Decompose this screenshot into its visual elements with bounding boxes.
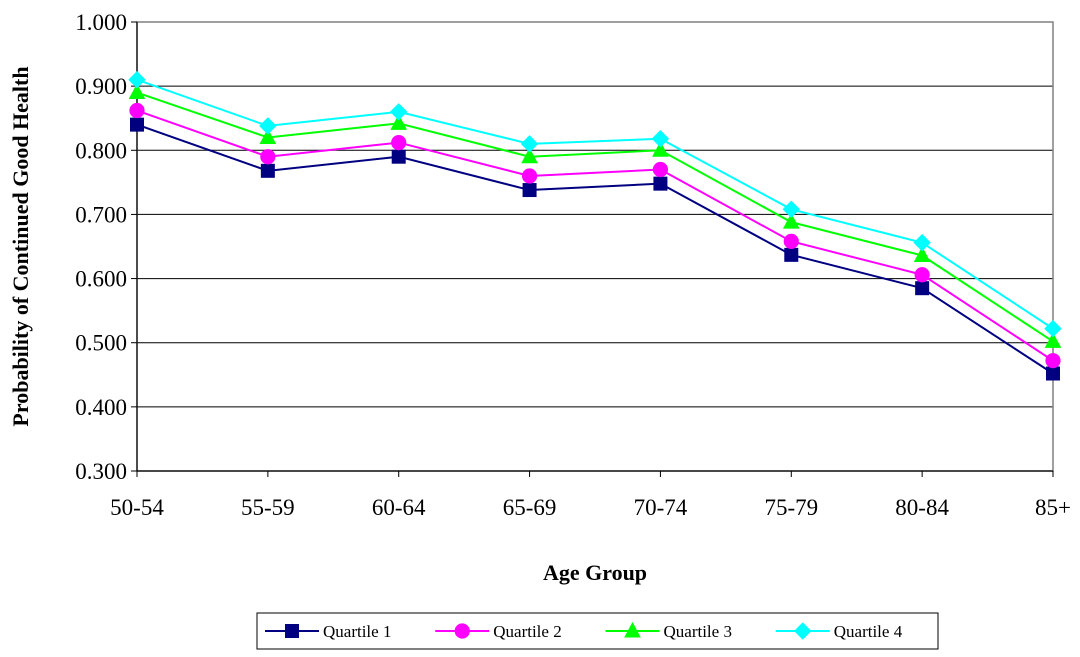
legend-label: Quartile 2 — [493, 622, 561, 641]
data-point — [913, 233, 931, 252]
series-quartile-4 — [128, 71, 1062, 338]
y-tick-label: 0.400 — [75, 395, 127, 420]
data-point — [391, 134, 407, 151]
data-point — [260, 163, 275, 178]
legend-label: Quartile 3 — [664, 622, 732, 641]
data-point — [653, 176, 668, 191]
data-point — [521, 147, 538, 164]
y-tick-label: 0.800 — [75, 138, 127, 163]
data-point — [522, 183, 537, 198]
series-quartile-3 — [128, 83, 1062, 348]
legend-marker — [794, 622, 812, 640]
x-tick-label: 85+ — [1035, 495, 1071, 520]
data-point — [130, 117, 144, 132]
series-line — [136, 109, 1054, 362]
legend-item-quartile-3: Quartile 3 — [605, 621, 732, 641]
series-quartile-2 — [129, 102, 1061, 369]
data-point — [390, 114, 408, 130]
data-point — [914, 267, 930, 283]
legend-marker — [454, 623, 470, 639]
x-tick-label: 55-59 — [241, 495, 295, 520]
data-point — [259, 128, 277, 144]
data-point — [782, 200, 800, 219]
legend-label: Quartile 1 — [323, 622, 391, 641]
y-tick-label: 1.000 — [75, 10, 127, 35]
data-point — [128, 71, 146, 89]
x-tick-label: 75-79 — [764, 495, 818, 520]
legend-item-quartile-2: Quartile 2 — [435, 622, 562, 641]
x-tick-label: 70-74 — [634, 495, 688, 520]
data-point — [784, 247, 799, 262]
series-line — [136, 91, 1054, 343]
data-point — [521, 168, 538, 184]
axis-layer: 0.300 0.400 0.500 0.600 0.700 0.800 0.900 1.000… — [75, 10, 1071, 520]
data-point — [1044, 319, 1062, 338]
data-point — [915, 281, 930, 296]
x-axis-title: Age Group — [543, 560, 647, 585]
x-tick-label: 60-64 — [372, 495, 426, 520]
legend: Quartile 1 Quartile 2 Quartile 3 Quartile 4 — [256, 612, 939, 650]
data-point — [652, 141, 669, 157]
series-line — [136, 123, 1054, 375]
data-point — [260, 149, 276, 165]
y-tick-label: 0.500 — [75, 331, 127, 356]
legend-items: Quartile 1 Quartile 2 Quartile 3 Quartile 4 — [265, 621, 903, 641]
data-point — [391, 149, 406, 164]
series-quartile-1 — [130, 117, 1060, 381]
grid-layer — [137, 21, 1053, 472]
data-point — [1044, 332, 1062, 348]
y-tick-label: 0.900 — [75, 74, 127, 99]
data-point — [520, 135, 539, 153]
legend-label: Quartile 4 — [834, 622, 903, 641]
data-point — [652, 161, 669, 178]
data-point — [783, 233, 799, 249]
data-point — [782, 213, 800, 229]
y-axis-title: Probability of Continued Good Health — [8, 66, 33, 426]
data-point — [1045, 353, 1061, 369]
legend-item-quartile-1: Quartile 1 — [265, 622, 391, 641]
data-point — [129, 102, 145, 119]
y-tick-label: 0.600 — [75, 267, 127, 292]
series-layer — [128, 71, 1062, 381]
x-tick-label: 80-84 — [895, 495, 949, 520]
legend-marker — [285, 624, 299, 638]
data-point — [128, 83, 146, 100]
x-tick-label: 65-69 — [503, 495, 557, 520]
data-point — [913, 246, 931, 262]
series-line — [136, 78, 1054, 330]
plot-area — [136, 21, 1054, 472]
legend-marker — [624, 621, 641, 638]
legend-item-quartile-4: Quartile 4 — [775, 622, 903, 641]
x-tick-label: 50-54 — [110, 495, 164, 520]
data-point — [259, 117, 277, 135]
data-point — [390, 103, 408, 121]
y-tick-label: 0.300 — [75, 459, 127, 484]
data-point — [1046, 366, 1060, 381]
data-point — [651, 130, 670, 148]
y-tick-label: 0.700 — [75, 202, 127, 227]
